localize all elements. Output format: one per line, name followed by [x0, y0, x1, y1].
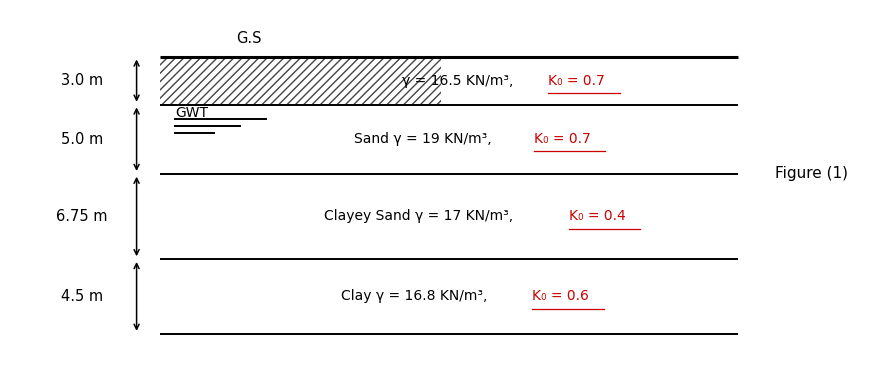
- Bar: [160, 57, 440, 104]
- Text: Clayey Sand γ = 17 KN/m³,: Clayey Sand γ = 17 KN/m³,: [324, 210, 517, 224]
- Text: K₀ = 0.7: K₀ = 0.7: [548, 74, 604, 87]
- Text: γ = 16.5 KN/m³,: γ = 16.5 KN/m³,: [402, 74, 517, 87]
- Text: Sand γ = 19 KN/m³,: Sand γ = 19 KN/m³,: [354, 132, 496, 146]
- Text: 4.5 m: 4.5 m: [61, 289, 103, 304]
- Text: GWT: GWT: [175, 106, 209, 120]
- Text: Clay γ = 16.8 KN/m³,: Clay γ = 16.8 KN/m³,: [341, 290, 492, 303]
- Text: Figure (1): Figure (1): [775, 166, 848, 181]
- Text: 6.75 m: 6.75 m: [56, 209, 108, 224]
- Text: K₀ = 0.4: K₀ = 0.4: [568, 210, 626, 224]
- Text: K₀ = 0.6: K₀ = 0.6: [532, 290, 589, 303]
- Text: 5.0 m: 5.0 m: [61, 132, 103, 147]
- Text: K₀ = 0.7: K₀ = 0.7: [534, 132, 590, 146]
- Text: G.S: G.S: [236, 32, 262, 46]
- Text: 3.0 m: 3.0 m: [61, 73, 103, 88]
